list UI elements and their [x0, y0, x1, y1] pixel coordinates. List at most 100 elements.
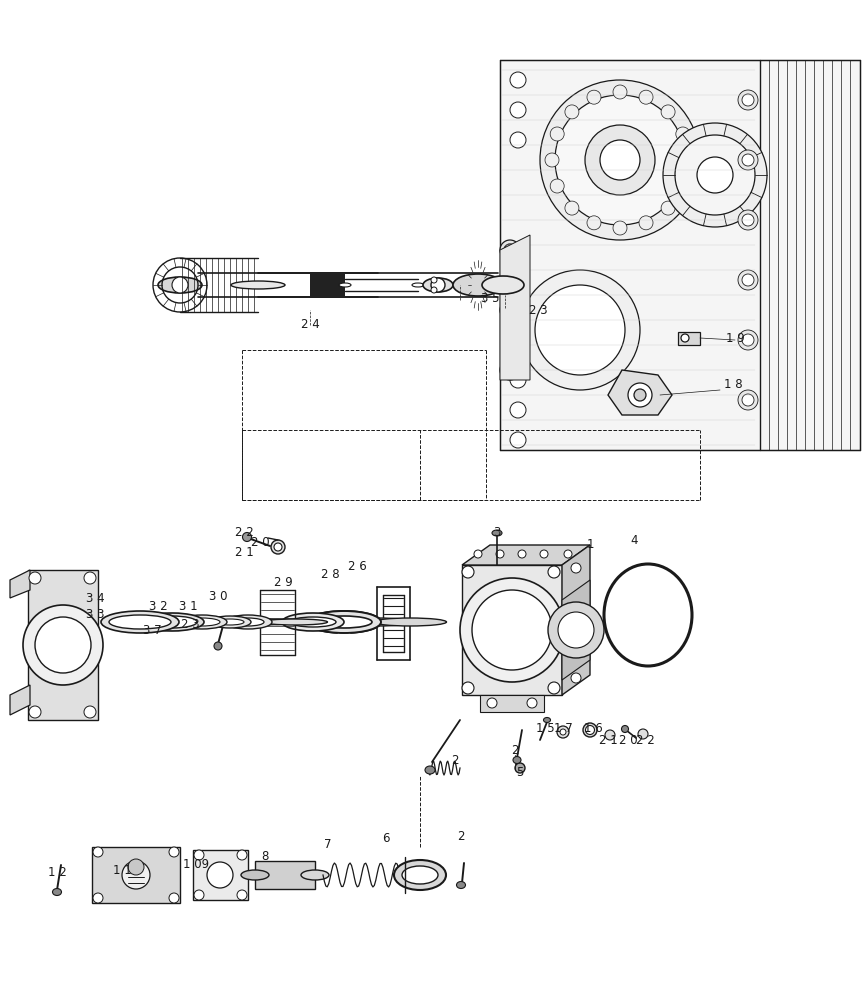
Circle shape [550, 127, 564, 141]
Polygon shape [193, 850, 248, 900]
Text: 3 2: 3 2 [148, 600, 168, 613]
Circle shape [675, 135, 755, 215]
Ellipse shape [209, 616, 251, 628]
Circle shape [496, 550, 504, 558]
Ellipse shape [147, 616, 197, 628]
Circle shape [500, 240, 520, 260]
Polygon shape [255, 861, 315, 889]
Circle shape [274, 543, 282, 551]
Text: 1 8: 1 8 [724, 378, 742, 391]
Ellipse shape [316, 616, 372, 628]
Circle shape [571, 673, 581, 683]
Text: 1: 1 [586, 538, 594, 552]
Ellipse shape [307, 611, 381, 633]
Ellipse shape [101, 611, 179, 633]
Polygon shape [562, 545, 590, 695]
Circle shape [462, 682, 474, 694]
Text: 3 3: 3 3 [86, 607, 104, 620]
Circle shape [661, 105, 675, 119]
Circle shape [565, 105, 579, 119]
Ellipse shape [241, 870, 269, 880]
Text: 2 9: 2 9 [273, 576, 293, 589]
Ellipse shape [492, 530, 502, 536]
Circle shape [510, 402, 526, 418]
Text: 2 8: 2 8 [320, 568, 339, 582]
Text: 1 5: 1 5 [536, 722, 555, 734]
Ellipse shape [621, 726, 628, 732]
Ellipse shape [457, 882, 465, 888]
Circle shape [93, 893, 103, 903]
Text: 2: 2 [457, 830, 464, 842]
Circle shape [555, 95, 685, 225]
Circle shape [500, 360, 520, 380]
Ellipse shape [513, 756, 521, 764]
Ellipse shape [482, 276, 524, 294]
Text: 6: 6 [382, 832, 390, 846]
Circle shape [548, 602, 604, 658]
Circle shape [738, 210, 758, 230]
Circle shape [504, 304, 516, 316]
Circle shape [29, 572, 41, 584]
Circle shape [431, 278, 445, 292]
Circle shape [613, 85, 627, 99]
Text: 2 1: 2 1 [234, 546, 253, 560]
Circle shape [23, 605, 103, 685]
Circle shape [676, 127, 690, 141]
Ellipse shape [412, 283, 424, 287]
Ellipse shape [109, 615, 171, 629]
Circle shape [535, 285, 625, 375]
Circle shape [548, 566, 560, 578]
Ellipse shape [52, 888, 62, 896]
Bar [310, 273, 345, 297]
Circle shape [510, 432, 526, 448]
Circle shape [169, 893, 179, 903]
Circle shape [472, 590, 552, 670]
Ellipse shape [340, 618, 413, 626]
Text: 2 3: 2 3 [529, 304, 548, 316]
Circle shape [172, 277, 188, 293]
Circle shape [84, 706, 96, 718]
Text: 2 1: 2 1 [599, 734, 617, 746]
Circle shape [742, 94, 754, 106]
Circle shape [540, 550, 548, 558]
Polygon shape [608, 370, 672, 415]
Circle shape [237, 850, 247, 860]
Ellipse shape [177, 615, 227, 629]
Circle shape [571, 563, 581, 573]
Ellipse shape [425, 766, 435, 774]
Circle shape [194, 850, 204, 860]
Polygon shape [10, 570, 30, 598]
Circle shape [681, 334, 689, 342]
Circle shape [742, 274, 754, 286]
Polygon shape [92, 847, 180, 903]
Circle shape [742, 334, 754, 346]
Text: 1 9: 1 9 [726, 332, 745, 344]
Circle shape [550, 179, 564, 193]
Text: 5: 5 [516, 766, 523, 780]
Circle shape [613, 221, 627, 235]
Text: 1 7: 1 7 [554, 722, 572, 734]
Circle shape [663, 123, 767, 227]
Circle shape [128, 859, 144, 875]
Polygon shape [28, 570, 98, 720]
Ellipse shape [290, 617, 336, 627]
Text: 1 09: 1 09 [183, 858, 209, 871]
Circle shape [585, 125, 655, 195]
Text: 2 0: 2 0 [619, 734, 637, 746]
Circle shape [605, 730, 615, 740]
Circle shape [738, 390, 758, 410]
Circle shape [510, 372, 526, 388]
Circle shape [639, 216, 653, 230]
Circle shape [634, 389, 646, 401]
Circle shape [29, 706, 41, 718]
Ellipse shape [543, 718, 550, 722]
Circle shape [504, 364, 516, 376]
Circle shape [639, 90, 653, 104]
Text: 3 4: 3 4 [86, 591, 104, 604]
Text: 7: 7 [325, 838, 332, 850]
Text: 3 0: 3 0 [208, 589, 227, 602]
Circle shape [738, 150, 758, 170]
Circle shape [557, 726, 569, 738]
Circle shape [500, 300, 520, 320]
Text: 2 4: 2 4 [300, 318, 319, 332]
